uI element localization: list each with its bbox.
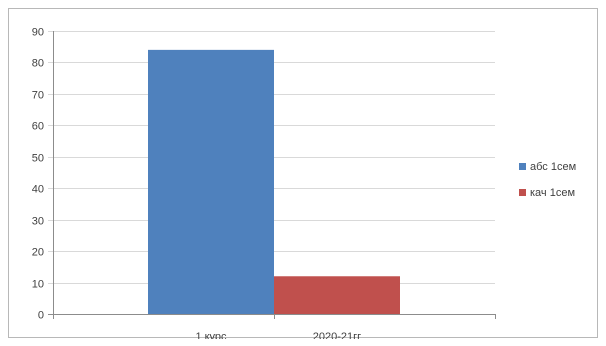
y-tick-label: 50: [32, 153, 44, 165]
legend-swatch: [519, 163, 526, 170]
chart-container: 0 10 20 30 40 50 60 70 80 90 1 курс 2020-21гг абс 1…: [8, 8, 598, 340]
y-tick-label: 70: [32, 90, 44, 102]
y-tick-label: 80: [32, 58, 44, 70]
legend-label: кач 1сем: [530, 187, 575, 199]
y-tick-label: 10: [32, 279, 44, 291]
y-tick-label: 20: [32, 247, 44, 259]
y-tick-label: 40: [32, 184, 44, 196]
bar-2: [274, 276, 400, 314]
axes: 0 10 20 30 40 50 60 70 80 90 1 курс 2020-21гг: [32, 27, 496, 339]
x-tick-label: 1 курс: [195, 331, 227, 339]
legend-label: абс 1сем: [530, 161, 576, 173]
y-tick-label: 0: [38, 310, 44, 322]
legend-swatch: [519, 189, 526, 196]
legend: абс 1сем кач 1сем: [519, 161, 576, 199]
y-tick-label: 90: [32, 27, 44, 39]
bar-chart: 0 10 20 30 40 50 60 70 80 90 1 курс 2020-21гг абс 1…: [32, 27, 576, 340]
bar-1: [148, 49, 274, 314]
y-tick-label: 60: [32, 121, 44, 133]
x-tick-label: 2020-21гг: [313, 331, 361, 339]
y-tick-label: 30: [32, 216, 44, 228]
bars: [148, 49, 400, 314]
